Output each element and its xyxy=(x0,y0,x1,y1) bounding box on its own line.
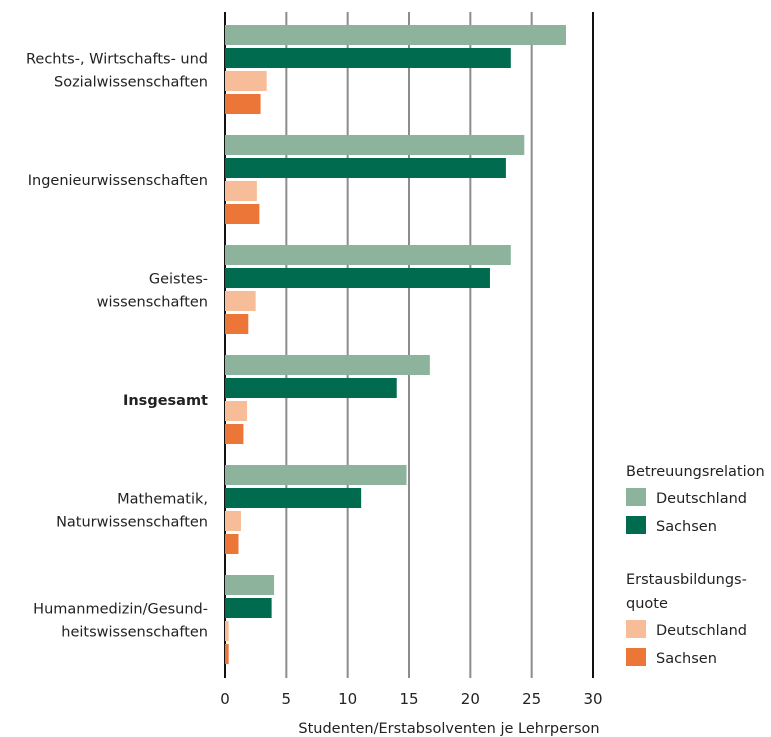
legend-label: Deutschland xyxy=(656,491,747,507)
bar-betreuungsrelation-deutschland xyxy=(225,355,430,375)
x-tick-label: 20 xyxy=(461,690,480,708)
bar-erstausbildungsquote-deutschland xyxy=(225,71,267,91)
legend-swatch xyxy=(626,648,646,666)
bar-betreuungsrelation-deutschland xyxy=(225,465,407,485)
x-tick-label: 5 xyxy=(282,690,292,708)
bar-betreuungsrelation-sachsen xyxy=(225,48,511,68)
bar-betreuungsrelation-deutschland xyxy=(225,135,525,155)
legend-swatch xyxy=(626,516,646,534)
bar-betreuungsrelation-sachsen xyxy=(225,488,362,508)
legend-group-title: Erstausbildungs-quote xyxy=(626,572,747,612)
category-label: Geistes-wissenschaften xyxy=(97,272,208,311)
x-tick-label: 0 xyxy=(220,690,230,708)
x-tick-label: 10 xyxy=(338,690,357,708)
category-labels: Rechts-, Wirtschafts- und Sozialwissensch… xyxy=(26,52,208,641)
bar-betreuungsrelation-sachsen xyxy=(225,158,506,178)
legend-label: Sachsen xyxy=(656,519,717,535)
bar-betreuungsrelation-sachsen xyxy=(225,268,490,288)
category-label: Ingenieurwissenschaften xyxy=(28,173,208,189)
bar-erstausbildungsquote-sachsen xyxy=(225,204,260,224)
category-label: Insgesamt xyxy=(123,393,208,409)
x-tick-label: 30 xyxy=(583,690,602,708)
bar-erstausbildungsquote-sachsen xyxy=(225,94,261,114)
x-axis-title: Studenten/Erstabsolventen je Lehrperson xyxy=(298,721,599,737)
bar-erstausbildungsquote-sachsen xyxy=(225,644,229,664)
legend-label: Deutschland xyxy=(656,623,747,639)
bar-betreuungsrelation-deutschland xyxy=(225,245,511,265)
legend-swatch xyxy=(626,620,646,638)
x-tick-label: 15 xyxy=(399,690,418,708)
bar-erstausbildungsquote-sachsen xyxy=(225,314,249,334)
gridlines xyxy=(224,12,594,678)
legend: Betreuungsrelation Deutschland Sachsen Erst… xyxy=(626,464,765,667)
category-label: Rechts-, Wirtschafts- und Sozialwissensch… xyxy=(26,52,208,91)
x-tick-labels: 0 5 10 15 20 25 30 xyxy=(220,690,602,708)
legend-swatch xyxy=(626,488,646,506)
bar-betreuungsrelation-deutschland xyxy=(225,575,275,595)
category-label: Mathematik, Naturwissenschaften xyxy=(56,492,208,531)
bar-erstausbildungsquote-deutschland xyxy=(225,621,229,641)
bar-erstausbildungsquote-deutschland xyxy=(225,401,248,421)
bar-betreuungsrelation-sachsen xyxy=(225,378,397,398)
bar-erstausbildungsquote-sachsen xyxy=(225,424,244,444)
bars xyxy=(225,25,567,664)
x-tick-label: 25 xyxy=(522,690,541,708)
bar-erstausbildungsquote-deutschland xyxy=(225,291,256,311)
bar-erstausbildungsquote-sachsen xyxy=(225,534,239,554)
legend-group-title: Betreuungsrelation xyxy=(626,464,765,480)
bar-erstausbildungsquote-deutschland xyxy=(225,511,241,531)
category-label: Humanmedizin/Gesund-heitswissenschaften xyxy=(33,602,208,641)
legend-label: Sachsen xyxy=(656,651,717,667)
bar-betreuungsrelation-deutschland xyxy=(225,25,567,45)
bar-betreuungsrelation-sachsen xyxy=(225,598,272,618)
bar-erstausbildungsquote-deutschland xyxy=(225,181,257,201)
